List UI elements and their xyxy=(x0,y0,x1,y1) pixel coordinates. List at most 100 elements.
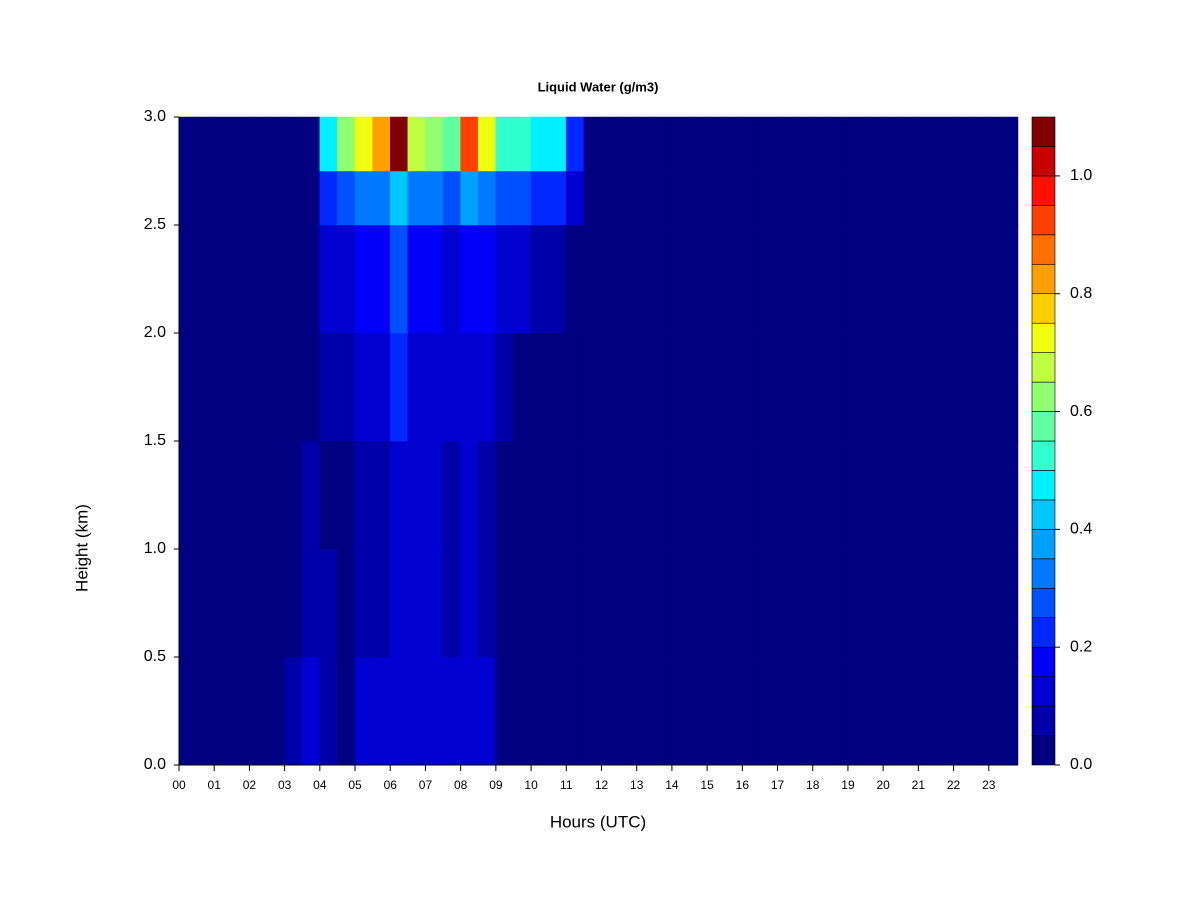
heat-cell xyxy=(794,440,813,550)
x-tick-label: 02 xyxy=(243,778,257,792)
heat-cell xyxy=(213,548,233,658)
heat-cell xyxy=(812,332,831,442)
x-tick-label: 20 xyxy=(876,778,890,792)
x-tick-label: 14 xyxy=(665,778,679,792)
heat-cell xyxy=(671,656,690,766)
heat-cell xyxy=(830,116,849,172)
y-tick-label: 2.0 xyxy=(144,324,166,341)
heat-cell xyxy=(724,656,743,766)
heat-cell xyxy=(953,548,972,658)
heat-cell xyxy=(742,224,761,334)
heat-cell xyxy=(301,656,321,766)
heat-cell xyxy=(671,440,690,550)
heat-cell xyxy=(935,656,954,766)
heat-cell xyxy=(724,224,743,334)
heat-cell xyxy=(724,440,743,550)
heat-cell xyxy=(266,548,285,658)
heat-cell xyxy=(689,170,708,226)
x-tick-label: 01 xyxy=(208,778,222,792)
heat-cell xyxy=(636,116,655,172)
y-tick-label: 3.0 xyxy=(144,108,166,125)
heat-cell xyxy=(636,332,655,442)
heat-cell xyxy=(988,548,1007,658)
heat-cell xyxy=(196,170,215,226)
heat-cell xyxy=(777,548,796,658)
heat-cell xyxy=(249,656,268,766)
x-tick-label: 17 xyxy=(771,778,785,792)
heat-cell xyxy=(213,170,233,226)
heat-cell xyxy=(900,224,919,334)
heat-cell xyxy=(178,116,197,172)
heat-cell xyxy=(759,548,778,658)
heat-cell xyxy=(601,548,620,658)
heat-cell xyxy=(407,170,426,226)
colorbar-box xyxy=(1031,529,1056,560)
heat-cell xyxy=(196,548,215,658)
heat-cell xyxy=(530,440,549,550)
heat-cell xyxy=(636,170,655,226)
heat-cell xyxy=(548,548,567,658)
heat-cell xyxy=(777,332,796,442)
heat-cell xyxy=(689,440,708,550)
heat-cell xyxy=(442,440,461,550)
colorbar-box xyxy=(1031,234,1056,265)
colorbar-box xyxy=(1031,146,1056,177)
heat-cell xyxy=(249,170,268,226)
heat-cell xyxy=(213,656,233,766)
heat-cell xyxy=(830,170,849,226)
heat-cell xyxy=(495,656,514,766)
heat-cell xyxy=(354,548,373,658)
heat-cell xyxy=(654,170,673,226)
heat-cell xyxy=(284,170,303,226)
heat-cell xyxy=(196,332,215,442)
heat-cell xyxy=(196,440,215,550)
heat-cell xyxy=(566,116,585,172)
heat-cell xyxy=(425,440,444,550)
heat-cell xyxy=(442,116,461,172)
heat-cell xyxy=(213,332,233,442)
heat-cell xyxy=(495,170,514,226)
heat-cell xyxy=(882,440,902,550)
x-tick-label: 19 xyxy=(841,778,855,792)
heat-cell xyxy=(389,170,409,226)
heat-cell xyxy=(354,332,373,442)
heat-cell xyxy=(830,332,849,442)
heat-cell xyxy=(794,332,813,442)
heat-cell xyxy=(865,440,884,550)
heat-cell xyxy=(759,116,778,172)
heat-cell xyxy=(935,440,954,550)
colorbar-tick-label: 0.8 xyxy=(1070,285,1092,302)
heat-cell xyxy=(742,548,761,658)
heat-cell xyxy=(495,224,514,334)
heat-cell xyxy=(988,224,1007,334)
heat-cell xyxy=(196,116,215,172)
heat-cell xyxy=(583,332,602,442)
heat-cell xyxy=(460,116,479,172)
heat-cell xyxy=(654,656,673,766)
heat-cell xyxy=(249,116,268,172)
heat-cell xyxy=(742,656,761,766)
heat-cell xyxy=(812,656,831,766)
heat-cell xyxy=(389,440,409,550)
heat-cell xyxy=(953,440,972,550)
heat-cell xyxy=(495,332,514,442)
heat-cell xyxy=(882,170,902,226)
heat-cell xyxy=(900,656,919,766)
heat-cell xyxy=(988,170,1007,226)
colorbar-box xyxy=(1031,293,1056,324)
heat-cell xyxy=(389,548,409,658)
heat-cell xyxy=(636,548,655,658)
heat-cell xyxy=(618,548,637,658)
heat-cell xyxy=(372,224,391,334)
x-tick-label: 18 xyxy=(806,778,820,792)
heat-cell xyxy=(548,440,567,550)
heat-cell xyxy=(231,440,250,550)
heat-cell xyxy=(618,656,637,766)
heat-cell xyxy=(583,224,602,334)
heat-cell xyxy=(706,656,725,766)
heat-cell xyxy=(865,170,884,226)
heat-cell xyxy=(654,224,673,334)
heat-cell xyxy=(319,440,338,550)
x-tick-label: 00 xyxy=(172,778,186,792)
heat-cell xyxy=(724,116,743,172)
